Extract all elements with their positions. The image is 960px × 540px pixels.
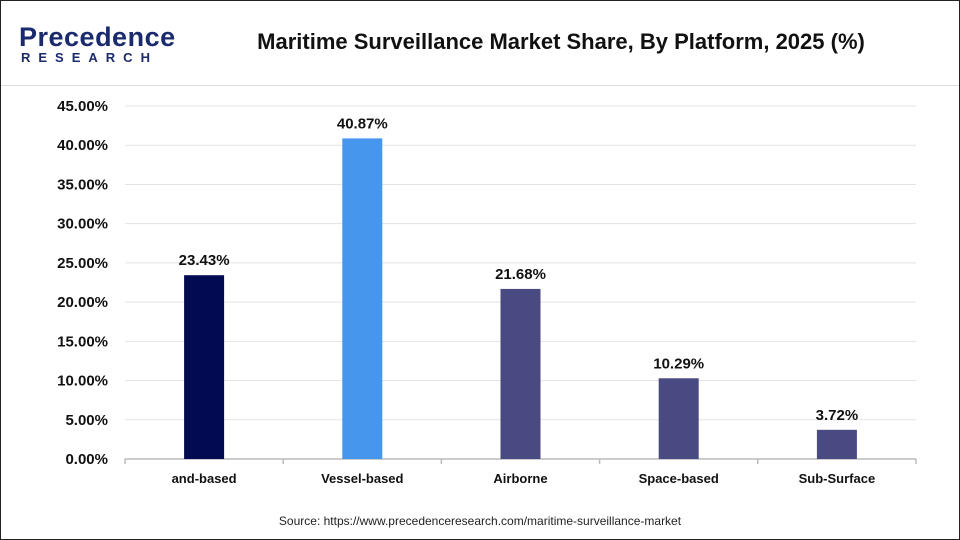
logo-main: Precedence [19, 22, 176, 52]
x-tick-label: Vessel-based [321, 471, 403, 486]
data-label: 40.87% [337, 115, 388, 132]
data-label: 21.68% [495, 266, 546, 283]
x-tick-label: Sub-Surface [799, 471, 876, 486]
bar [658, 378, 699, 459]
logo: Precedence RESEARCH [19, 23, 176, 65]
source-text: Source: https://www.precedenceresearch.c… [278, 514, 682, 528]
bar [500, 288, 541, 459]
y-tick-label: 20.00% [57, 294, 108, 311]
y-tick-label: 40.00% [57, 137, 108, 154]
data-label: 3.72% [816, 407, 859, 424]
data-label: 23.43% [179, 252, 230, 269]
y-tick-label: 30.00% [57, 216, 108, 233]
data-label: 10.29% [653, 355, 704, 372]
x-tick-label: and-based [172, 471, 237, 486]
x-tick-label: Airborne [493, 471, 547, 486]
chart-title: Maritime Surveillance Market Share, By P… [257, 29, 865, 54]
y-tick-label: 0.00% [65, 451, 108, 468]
y-tick-label: 10.00% [57, 373, 108, 390]
bar [816, 429, 857, 459]
y-tick-label: 5.00% [65, 412, 108, 429]
bar [342, 138, 383, 459]
header: Precedence RESEARCH Maritime Surveillanc… [1, 1, 959, 86]
bar [184, 275, 225, 459]
y-tick-label: 15.00% [57, 333, 108, 350]
y-tick-label: 45.00% [57, 98, 108, 115]
y-tick-label: 25.00% [57, 255, 108, 272]
x-tick-label: Space-based [639, 471, 719, 486]
logo-sub: RESEARCH [21, 50, 158, 65]
y-tick-label: 35.00% [57, 176, 108, 193]
